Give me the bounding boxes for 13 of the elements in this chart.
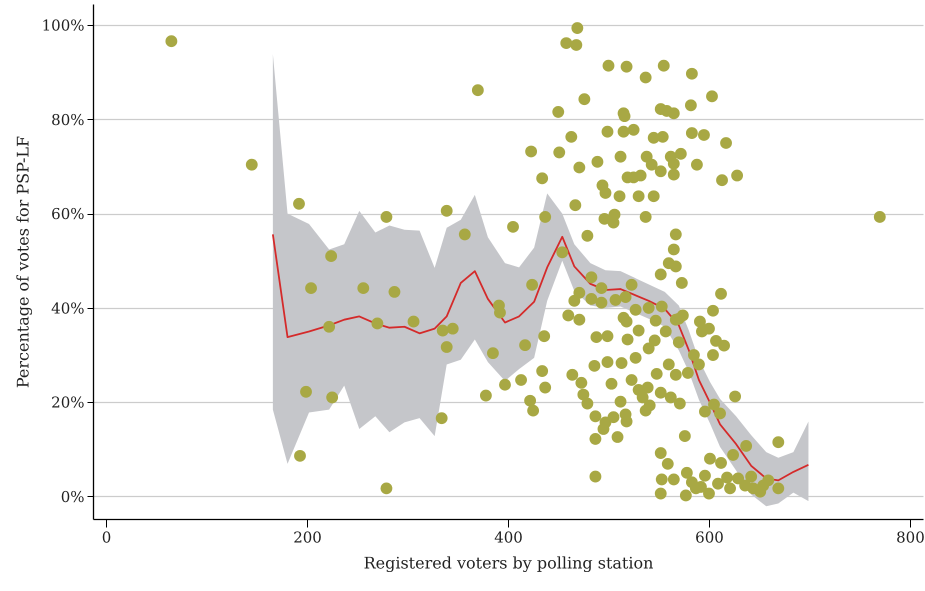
x-axis-title: Registered voters by polling station <box>364 554 654 572</box>
x-tick-label: 400 <box>494 528 523 546</box>
x-tick-label: 0 <box>102 528 112 546</box>
y-tick-label: 40% <box>51 299 84 318</box>
y-tick-label: 100% <box>42 16 84 35</box>
x-tick-label: 800 <box>896 528 925 546</box>
y-tick-label: 20% <box>51 394 84 412</box>
y-tick-label: 0% <box>60 488 84 506</box>
x-tick-label: 200 <box>293 528 322 546</box>
x-tick-label: 600 <box>695 528 724 546</box>
y-tick-label: 80% <box>51 110 84 129</box>
y-tick-label: 60% <box>51 205 84 224</box>
y-axis-title: Percentage of votes for PSP-LF <box>14 136 33 388</box>
